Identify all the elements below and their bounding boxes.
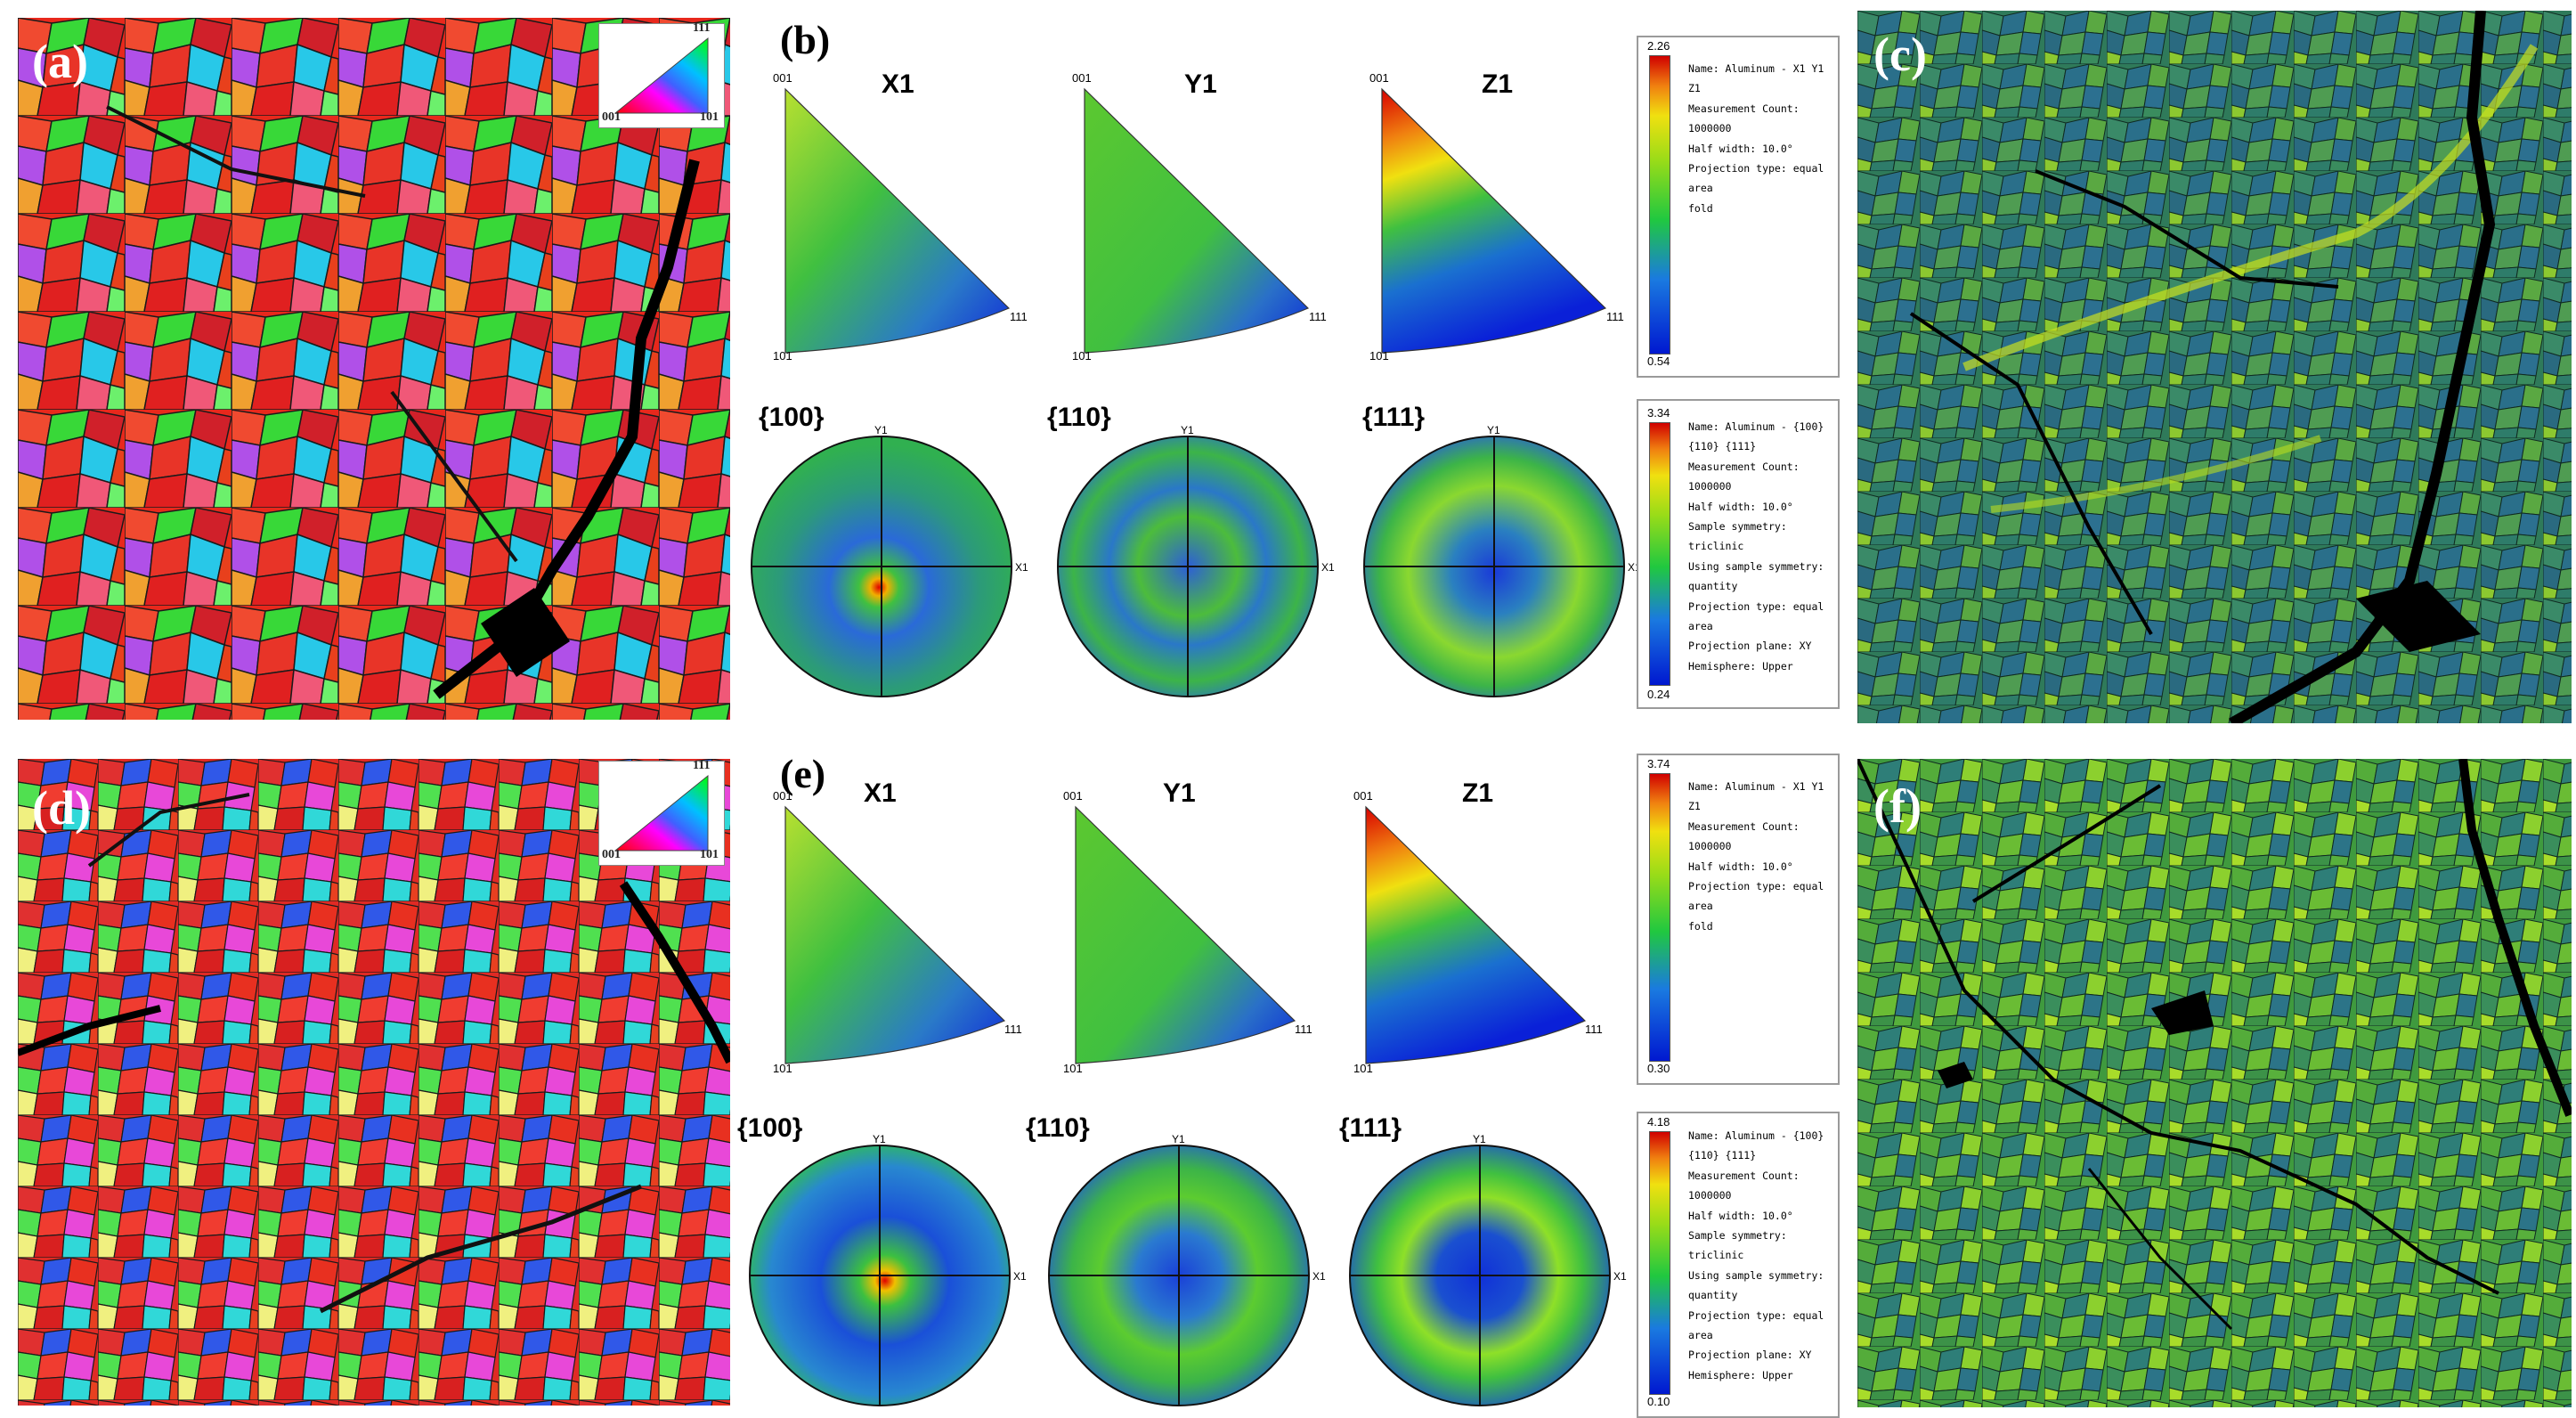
ipf-title-x1-e: X1 xyxy=(864,778,897,808)
pole-figure-110-b xyxy=(1057,436,1319,697)
ipf-triangle-x1-b xyxy=(784,87,1011,354)
pf-legend-text-e: Name: Aluminum - {100} {110} {111} Measu… xyxy=(1688,1129,1824,1381)
ipf-key-label-001-a: 001 xyxy=(602,110,621,124)
ipf-legend-box-e xyxy=(1637,754,1840,1085)
pf-colorbar-min-e: 0.10 xyxy=(1647,1395,1670,1408)
pf-title-111-e: {111} xyxy=(1339,1113,1402,1143)
pf-legend-box-e xyxy=(1637,1112,1840,1418)
ipf-color-key-d xyxy=(598,761,725,866)
ipf-triangle-y1-b xyxy=(1084,87,1310,354)
ipf-colorbar-max-e: 3.74 xyxy=(1647,757,1670,770)
ipf-triangle-z1-e xyxy=(1365,805,1587,1064)
ipf-key-label-101-a: 101 xyxy=(700,110,719,124)
panel-label-e: (e) xyxy=(780,751,826,796)
ipf-triangle-x1-e xyxy=(784,805,1006,1064)
tri-corner-001-x1-b: 001 xyxy=(773,71,792,85)
ipf-colorbar-min-b: 0.54 xyxy=(1647,354,1670,368)
tri-corner-111-x1-e: 111 xyxy=(1004,1023,1022,1036)
tri-corner-001-y1-b: 001 xyxy=(1072,71,1092,85)
ipf-title-z1-e: Z1 xyxy=(1462,778,1494,808)
tri-corner-111-y1-e: 111 xyxy=(1295,1023,1312,1036)
ipf-legend-text-e: Name: Aluminum - X1 Y1 Z1 Measurement Co… xyxy=(1688,780,1824,933)
ipf-color-key-a xyxy=(598,23,725,128)
pf-legend-text-b: Name: Aluminum - {100} {110} {111} Measu… xyxy=(1688,420,1824,672)
pf-legend-box-b xyxy=(1637,399,1840,709)
ipf-legend-text-b: Name: Aluminum - X1 Y1 Z1 Measurement Co… xyxy=(1688,62,1824,215)
ipf-key-label-101-d: 101 xyxy=(700,848,719,861)
ipf-triangle-z1-b xyxy=(1381,87,1607,354)
pf-title-110-b: {110} xyxy=(1047,403,1111,432)
kam-map-c xyxy=(1857,11,2572,723)
pf-colorbar-min-b: 0.24 xyxy=(1647,688,1670,701)
ipf-triangle-y1-e xyxy=(1075,805,1296,1064)
pf-axis-x1-100-e: X1 xyxy=(1013,1270,1027,1283)
tri-corner-101-z1-b: 101 xyxy=(1369,349,1389,363)
tri-corner-111-x1-b: 111 xyxy=(1010,310,1028,323)
pf-axis-y1-111-e: Y1 xyxy=(1473,1133,1486,1145)
pf-axis-x1-110-e: X1 xyxy=(1312,1270,1326,1283)
tri-corner-101-y1-e: 101 xyxy=(1063,1062,1083,1075)
pf-colorbar-e xyxy=(1649,1131,1670,1395)
kam-map-f xyxy=(1857,759,2572,1407)
pf-axis-y1-100-b: Y1 xyxy=(874,424,888,436)
pf-axis-y1-111-b: Y1 xyxy=(1487,424,1500,436)
panel-label-d: (d) xyxy=(32,781,91,835)
ipf-colorbar-b xyxy=(1649,55,1670,354)
pole-figure-110-e xyxy=(1048,1145,1310,1406)
pf-colorbar-max-e: 4.18 xyxy=(1647,1115,1670,1129)
tri-corner-101-x1-b: 101 xyxy=(773,349,792,363)
pf-axis-y1-110-b: Y1 xyxy=(1181,424,1194,436)
pf-axis-y1-110-e: Y1 xyxy=(1172,1133,1185,1145)
pf-colorbar-max-b: 3.34 xyxy=(1647,406,1670,420)
ipf-orientation-map-a xyxy=(18,18,730,720)
tri-corner-101-y1-b: 101 xyxy=(1072,349,1092,363)
tri-corner-001-z1-b: 001 xyxy=(1369,71,1389,85)
pf-axis-x1-111-e: X1 xyxy=(1613,1270,1627,1283)
ipf-colorbar-max-b: 2.26 xyxy=(1647,39,1670,53)
pf-title-111-b: {111} xyxy=(1362,403,1426,432)
panel-label-c: (c) xyxy=(1873,28,1927,81)
pf-title-110-e: {110} xyxy=(1026,1113,1090,1143)
pf-title-100-b: {100} xyxy=(759,403,825,432)
panel-label-b: (b) xyxy=(780,17,831,62)
ipf-key-label-111-a: 111 xyxy=(693,21,711,35)
tri-corner-001-x1-e: 001 xyxy=(773,789,792,803)
ipf-title-z1-b: Z1 xyxy=(1482,69,1514,99)
tri-corner-001-z1-e: 001 xyxy=(1353,789,1373,803)
pf-axis-x1-100-b: X1 xyxy=(1015,561,1028,574)
tri-corner-001-y1-e: 001 xyxy=(1063,789,1083,803)
tri-corner-111-z1-b: 111 xyxy=(1606,310,1624,323)
panel-label-f: (f) xyxy=(1873,779,1922,833)
ipf-title-x1-b: X1 xyxy=(882,69,914,99)
ipf-colorbar-min-e: 0.30 xyxy=(1647,1062,1670,1075)
pf-title-100-e: {100} xyxy=(737,1113,803,1143)
ipf-key-label-001-d: 001 xyxy=(602,848,621,861)
pole-figure-100-b xyxy=(751,436,1012,697)
ipf-title-y1-b: Y1 xyxy=(1184,69,1217,99)
pole-figure-100-e xyxy=(749,1145,1011,1406)
tri-corner-111-z1-e: 111 xyxy=(1585,1023,1603,1036)
pf-colorbar-b xyxy=(1649,422,1670,686)
tri-corner-111-y1-b: 111 xyxy=(1309,310,1327,323)
pole-figure-111-b xyxy=(1363,436,1625,697)
ipf-colorbar-e xyxy=(1649,773,1670,1062)
tri-corner-101-x1-e: 101 xyxy=(773,1062,792,1075)
ipf-title-y1-e: Y1 xyxy=(1163,778,1196,808)
pf-axis-x1-110-b: X1 xyxy=(1321,561,1335,574)
panel-label-a: (a) xyxy=(32,35,88,88)
ipf-orientation-map-d xyxy=(18,759,730,1406)
tri-corner-101-z1-e: 101 xyxy=(1353,1062,1373,1075)
pole-figure-111-e xyxy=(1349,1145,1611,1406)
ipf-legend-box-b xyxy=(1637,36,1840,378)
ipf-key-label-111-d: 111 xyxy=(693,759,711,772)
pf-axis-y1-100-e: Y1 xyxy=(873,1133,886,1145)
